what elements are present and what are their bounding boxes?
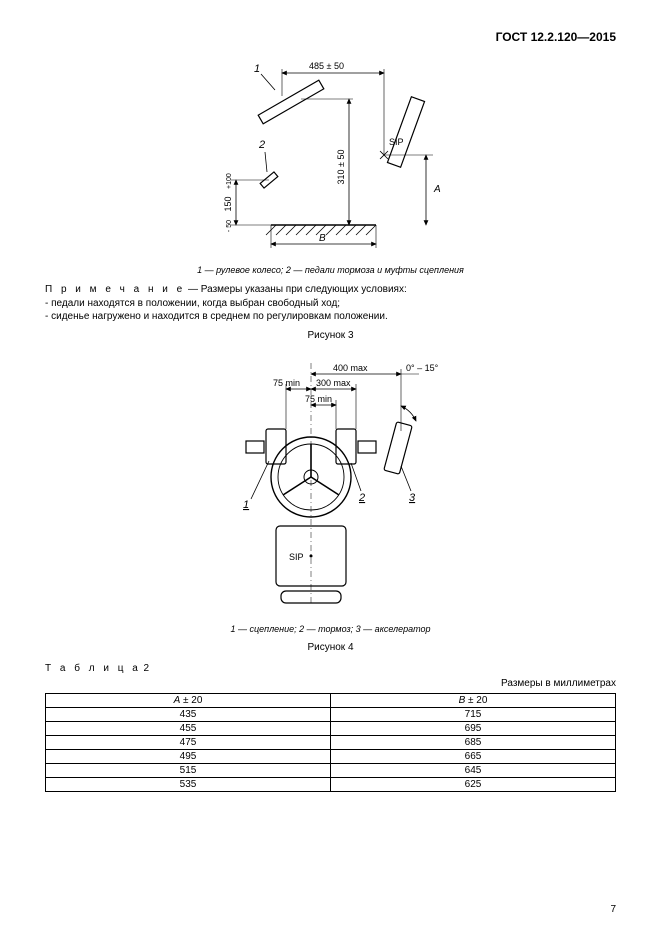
table-row: 515645 <box>46 763 616 777</box>
fig3-label: Рисунок 3 <box>45 330 616 341</box>
f4-300: 300 max <box>316 378 351 388</box>
fig4-sip: SIP <box>289 552 304 562</box>
table-row: 535625 <box>46 777 616 791</box>
table-title: Т а б л и ц а 2 <box>45 663 616 674</box>
fig3-callout-1: 1 <box>254 63 260 75</box>
cell-a: 515 <box>46 763 331 777</box>
dimension-table: A ± 20 B ± 20 43571545569547568549566551… <box>45 693 616 792</box>
table-row: 475685 <box>46 735 616 749</box>
f4-c1: 1 <box>243 499 249 511</box>
fig3-310: 310 ± 50 <box>336 150 346 185</box>
cell-a: 535 <box>46 777 331 791</box>
fig3-B: B <box>319 233 326 244</box>
cell-a: 435 <box>46 707 331 721</box>
f4-c2: 2 <box>358 492 365 504</box>
cell-b: 625 <box>331 777 616 791</box>
fig4-legend: 1 — сцепление; 2 — тормоз; 3 — акселерат… <box>45 624 616 634</box>
fig3-legend: 1 — рулевое колесо; 2 — педали тормоза и… <box>45 265 616 275</box>
doc-id: ГОСТ 12.2.120—2015 <box>45 30 616 44</box>
note-line-2: - сиденье нагружено и находится в средне… <box>45 310 616 324</box>
fig3-150tol2: - 50 <box>226 220 233 232</box>
cell-b: 645 <box>331 763 616 777</box>
note-main: — Размеры указаны при следующих условиях… <box>185 284 407 295</box>
cell-a: 495 <box>46 749 331 763</box>
table-header-row: A ± 20 B ± 20 <box>46 693 616 707</box>
fig3-150: 150 <box>223 196 233 211</box>
cell-b: 685 <box>331 735 616 749</box>
f4-ang: 0° – 15° <box>406 363 439 373</box>
table-units: Размеры в миллиметрах <box>45 678 616 689</box>
fig3-sip: SIP <box>389 137 404 147</box>
table-row: 495665 <box>46 749 616 763</box>
colA-tol: ± 20 <box>180 695 202 706</box>
cell-a: 455 <box>46 721 331 735</box>
table-row: 435715 <box>46 707 616 721</box>
note-lead: П р и м е ч а н и е <box>45 284 185 295</box>
cell-a: 475 <box>46 735 331 749</box>
figure-4: SIP 1 2 3 400 max 300 max 75 min <box>45 351 616 616</box>
fig3-A: A <box>433 184 441 195</box>
fig4-label: Рисунок 4 <box>45 642 616 653</box>
colB-tol: ± 20 <box>465 695 487 706</box>
table-title-lead: Т а б л и ц а <box>45 663 141 674</box>
f4-400: 400 max <box>333 363 368 373</box>
f4-75: 75 min <box>305 394 332 404</box>
fig3-dim-top: 485 ± 50 <box>309 61 344 71</box>
figure-3: 1 2 SIP A B <box>45 52 616 257</box>
cell-b: 715 <box>331 707 616 721</box>
table-title-num: 2 <box>141 663 149 674</box>
fig3-150tol1: +100 <box>226 173 233 189</box>
note-line-1: - педали находятся в положении, когда вы… <box>45 297 616 311</box>
note-block: П р и м е ч а н и е — Размеры указаны пр… <box>45 283 616 324</box>
f4-75l: 75 min <box>273 378 300 388</box>
cell-b: 695 <box>331 721 616 735</box>
table-row: 455695 <box>46 721 616 735</box>
cell-b: 665 <box>331 749 616 763</box>
fig3-callout-2: 2 <box>258 139 265 151</box>
f4-c3: 3 <box>409 492 416 504</box>
page-number: 7 <box>610 904 616 915</box>
